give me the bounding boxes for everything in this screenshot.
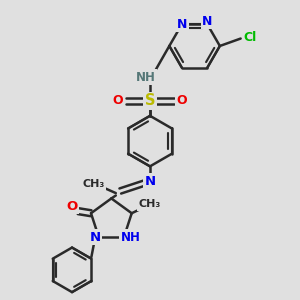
Text: O: O (112, 94, 123, 107)
Text: O: O (177, 94, 188, 107)
Text: N: N (177, 18, 187, 31)
Text: N: N (144, 175, 156, 188)
Text: NH: NH (121, 231, 140, 244)
Text: N: N (90, 231, 101, 244)
Text: N: N (202, 15, 212, 28)
Text: CH₃: CH₃ (82, 179, 105, 189)
Text: NH: NH (136, 71, 155, 84)
Text: CH₃: CH₃ (138, 199, 161, 209)
Text: Cl: Cl (244, 31, 257, 44)
Text: O: O (67, 200, 78, 213)
Text: S: S (145, 94, 155, 109)
